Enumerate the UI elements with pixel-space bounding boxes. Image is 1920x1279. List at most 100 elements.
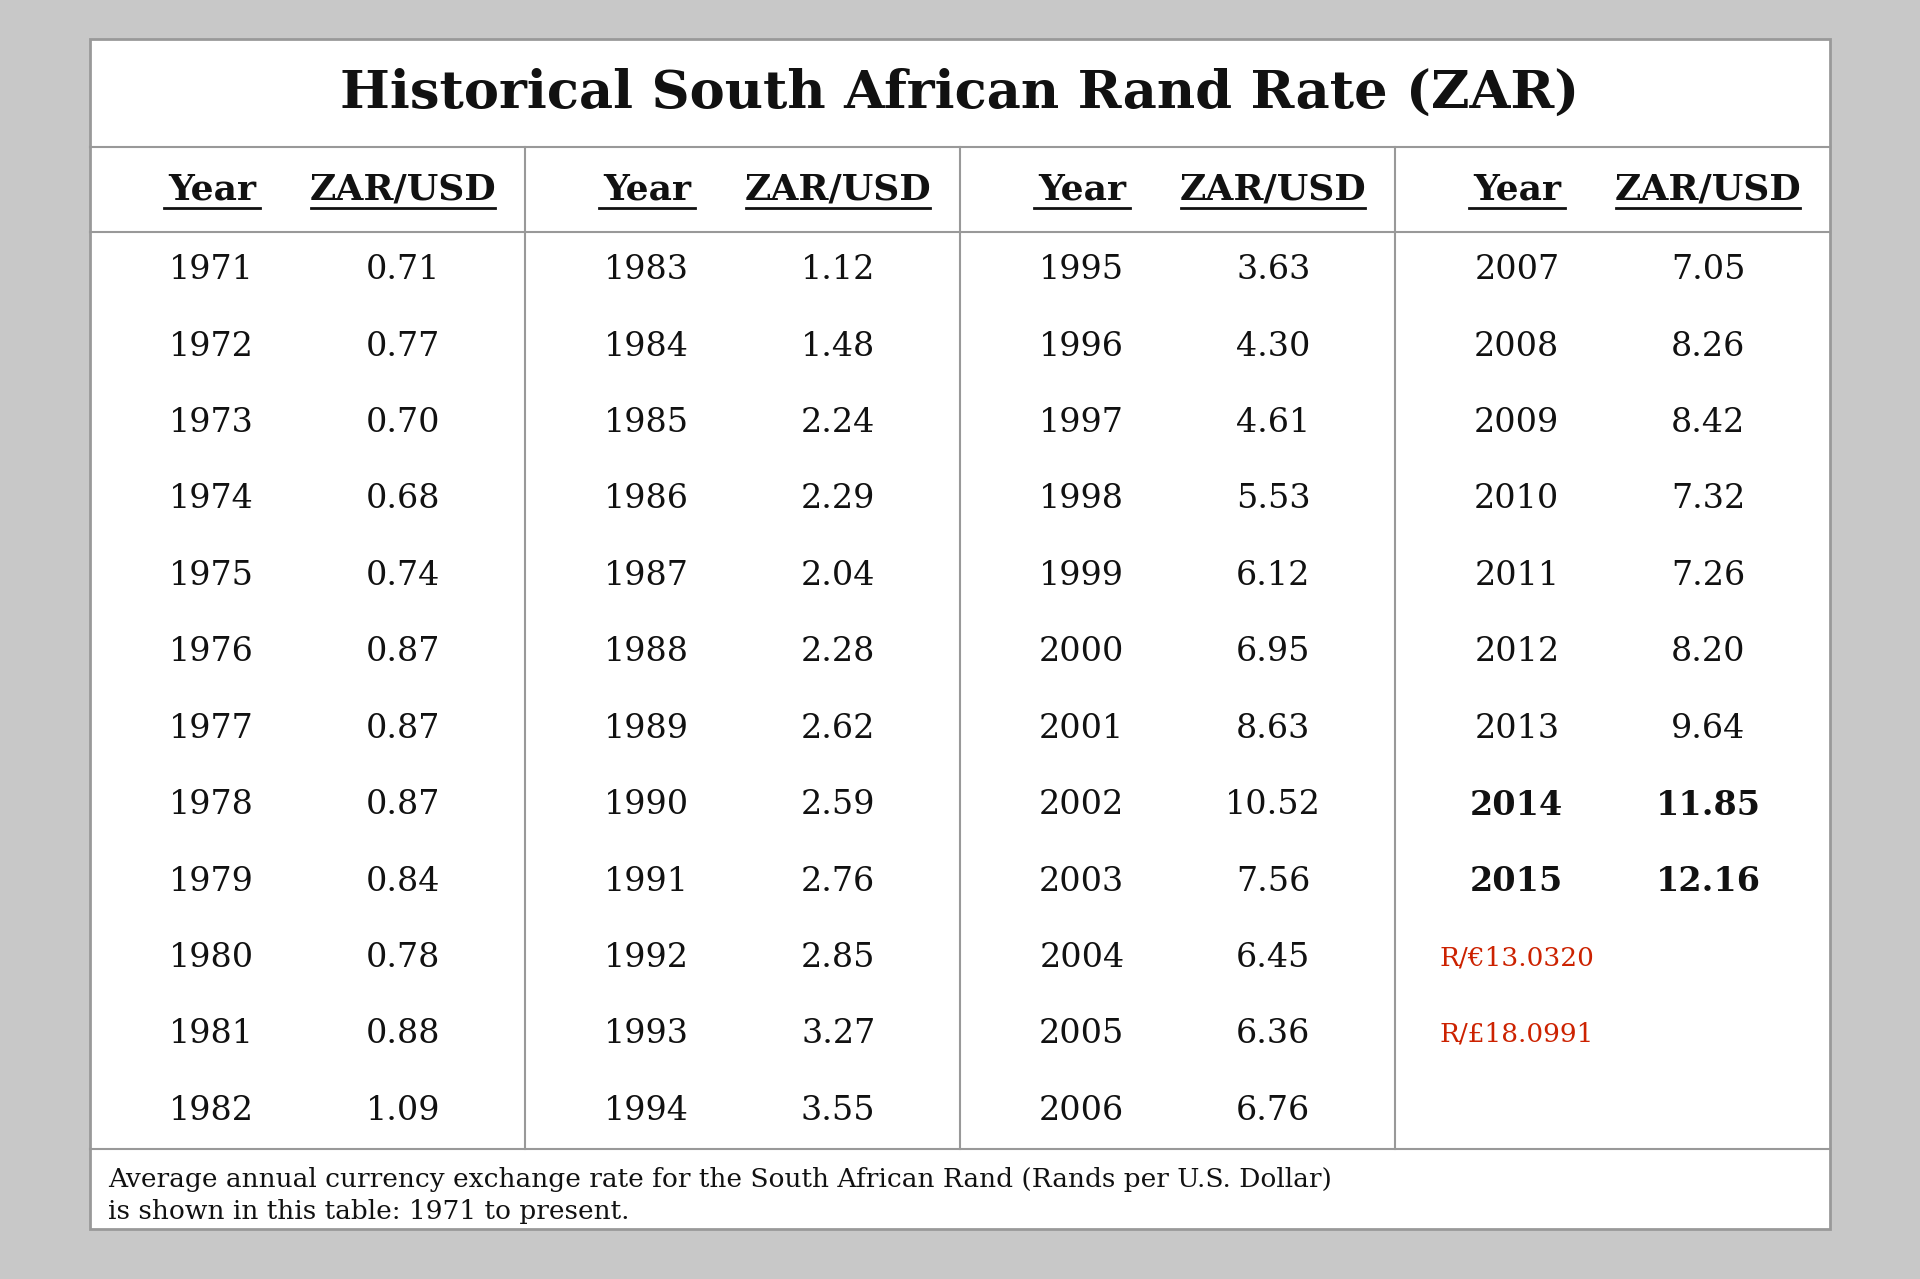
Text: 1995: 1995 — [1039, 255, 1125, 286]
Text: 8.42: 8.42 — [1670, 407, 1745, 439]
Text: 1.09: 1.09 — [367, 1095, 440, 1127]
Text: 1997: 1997 — [1039, 407, 1125, 439]
Text: 1971: 1971 — [169, 255, 253, 286]
Text: 1979: 1979 — [169, 866, 253, 898]
Text: 7.05: 7.05 — [1670, 255, 1745, 286]
Text: 6.12: 6.12 — [1236, 560, 1309, 592]
Text: 0.77: 0.77 — [367, 331, 440, 363]
Text: 1983: 1983 — [605, 255, 689, 286]
Text: 1982: 1982 — [169, 1095, 253, 1127]
Text: 2014: 2014 — [1471, 789, 1563, 821]
Text: Year: Year — [1039, 173, 1125, 206]
Text: 2.85: 2.85 — [801, 941, 876, 973]
Text: 2001: 2001 — [1039, 712, 1125, 744]
Text: 1980: 1980 — [169, 941, 253, 973]
Text: 1984: 1984 — [605, 331, 689, 363]
Text: 3.63: 3.63 — [1236, 255, 1309, 286]
Text: 1974: 1974 — [169, 483, 253, 515]
Text: 1978: 1978 — [169, 789, 253, 821]
Text: 4.61: 4.61 — [1236, 407, 1309, 439]
Text: 1988: 1988 — [605, 636, 689, 669]
Text: 2015: 2015 — [1471, 865, 1563, 898]
Text: 1991: 1991 — [605, 866, 689, 898]
Text: 1998: 1998 — [1039, 483, 1125, 515]
Text: Year: Year — [167, 173, 255, 206]
Text: 2003: 2003 — [1039, 866, 1125, 898]
Text: 1972: 1972 — [169, 331, 253, 363]
Text: R/€13.0320: R/€13.0320 — [1440, 945, 1594, 971]
Text: 8.20: 8.20 — [1670, 636, 1745, 669]
Text: 6.95: 6.95 — [1236, 636, 1311, 669]
Text: 2.59: 2.59 — [801, 789, 876, 821]
Text: 2006: 2006 — [1039, 1095, 1125, 1127]
Text: ZAR/USD: ZAR/USD — [309, 173, 497, 206]
Text: 1996: 1996 — [1039, 331, 1125, 363]
Text: 1975: 1975 — [169, 560, 253, 592]
Text: ZAR/USD: ZAR/USD — [1615, 173, 1801, 206]
Text: 12.16: 12.16 — [1655, 865, 1761, 898]
Text: 2010: 2010 — [1475, 483, 1559, 515]
Text: is shown in this table: 1971 to present.: is shown in this table: 1971 to present. — [108, 1198, 630, 1224]
Text: 5.53: 5.53 — [1236, 483, 1311, 515]
Text: 6.76: 6.76 — [1236, 1095, 1309, 1127]
Text: 0.68: 0.68 — [367, 483, 440, 515]
Text: 2004: 2004 — [1039, 941, 1125, 973]
Text: 2000: 2000 — [1039, 636, 1125, 669]
Text: 0.88: 0.88 — [367, 1018, 440, 1050]
Text: 4.30: 4.30 — [1236, 331, 1309, 363]
Text: 8.63: 8.63 — [1236, 712, 1309, 744]
Text: 0.78: 0.78 — [367, 941, 440, 973]
Text: 2.28: 2.28 — [801, 636, 876, 669]
Text: 3.55: 3.55 — [801, 1095, 876, 1127]
Text: 3.27: 3.27 — [801, 1018, 876, 1050]
Text: 1999: 1999 — [1039, 560, 1125, 592]
Text: 6.45: 6.45 — [1236, 941, 1309, 973]
Text: 11.85: 11.85 — [1655, 789, 1761, 821]
Text: 2007: 2007 — [1475, 255, 1559, 286]
Text: 2.24: 2.24 — [801, 407, 876, 439]
Text: 0.74: 0.74 — [367, 560, 440, 592]
Text: 2008: 2008 — [1475, 331, 1559, 363]
Text: 8.26: 8.26 — [1670, 331, 1745, 363]
Text: 2009: 2009 — [1475, 407, 1559, 439]
Text: 1994: 1994 — [605, 1095, 689, 1127]
Text: 1976: 1976 — [169, 636, 253, 669]
Text: 1986: 1986 — [605, 483, 689, 515]
Text: 9.64: 9.64 — [1670, 712, 1745, 744]
Text: Year: Year — [603, 173, 691, 206]
Text: 1977: 1977 — [169, 712, 253, 744]
Text: 2002: 2002 — [1039, 789, 1125, 821]
Text: 2012: 2012 — [1475, 636, 1559, 669]
Text: ZAR/USD: ZAR/USD — [1181, 173, 1367, 206]
Text: Historical South African Rand Rate (ZAR): Historical South African Rand Rate (ZAR) — [340, 68, 1580, 119]
Text: 2005: 2005 — [1039, 1018, 1125, 1050]
Text: 1993: 1993 — [605, 1018, 689, 1050]
Text: 7.26: 7.26 — [1670, 560, 1745, 592]
Text: 7.32: 7.32 — [1670, 483, 1745, 515]
Text: 1973: 1973 — [169, 407, 253, 439]
Text: 1985: 1985 — [605, 407, 689, 439]
Text: 6.36: 6.36 — [1236, 1018, 1309, 1050]
Text: 1.48: 1.48 — [801, 331, 876, 363]
Text: 1.12: 1.12 — [801, 255, 876, 286]
Text: 1987: 1987 — [605, 560, 689, 592]
Text: 7.56: 7.56 — [1236, 866, 1309, 898]
Text: 0.70: 0.70 — [367, 407, 440, 439]
Text: R/£18.0991: R/£18.0991 — [1440, 1022, 1594, 1048]
Text: 0.87: 0.87 — [367, 789, 440, 821]
Text: 10.52: 10.52 — [1225, 789, 1321, 821]
Text: 0.84: 0.84 — [367, 866, 440, 898]
Text: 2011: 2011 — [1475, 560, 1559, 592]
Text: Year: Year — [1473, 173, 1561, 206]
Text: 0.71: 0.71 — [367, 255, 440, 286]
Text: 2.04: 2.04 — [801, 560, 876, 592]
Text: 2.76: 2.76 — [801, 866, 876, 898]
Text: 1981: 1981 — [169, 1018, 253, 1050]
Text: 2.29: 2.29 — [801, 483, 876, 515]
Text: 0.87: 0.87 — [367, 636, 440, 669]
Text: 2013: 2013 — [1475, 712, 1559, 744]
Text: 1990: 1990 — [605, 789, 689, 821]
Text: 0.87: 0.87 — [367, 712, 440, 744]
Text: 2.62: 2.62 — [801, 712, 876, 744]
Text: 1992: 1992 — [605, 941, 689, 973]
